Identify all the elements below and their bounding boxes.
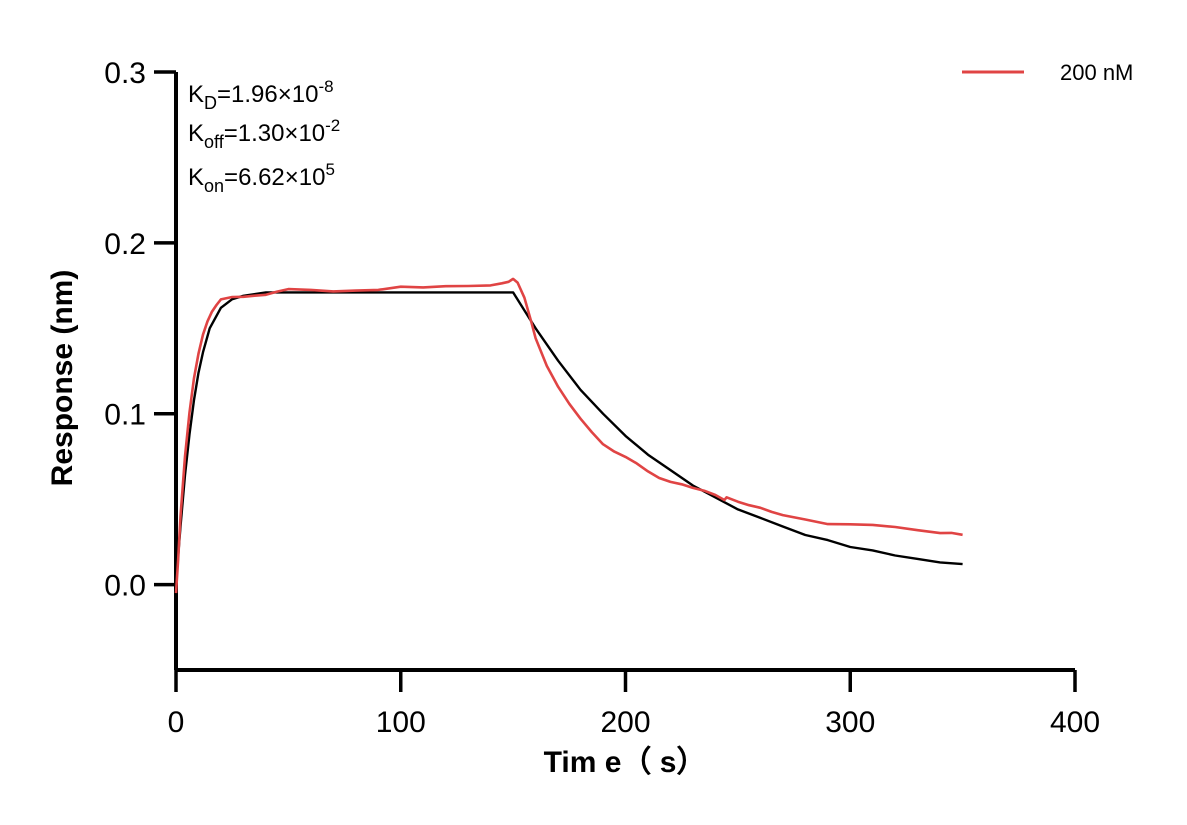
y-tick-label: 0.3: [104, 57, 146, 90]
fit-curve-line: [174, 291, 963, 585]
legend: 200 nM: [962, 60, 1133, 85]
x-tick-label: 400: [1050, 706, 1100, 739]
y-ticks: 0.0 0.1 0.2 0.3: [104, 57, 176, 603]
y-tick-label: 0.0: [104, 570, 146, 603]
y-tick-label: 0.1: [104, 399, 146, 432]
y-tick-label: 0.2: [104, 228, 146, 261]
x-ticks: 0 100 200 300 400: [168, 670, 1100, 739]
series-group: [174, 277, 963, 594]
x-tick-label: 200: [600, 706, 650, 739]
x-tick-label: 100: [376, 706, 426, 739]
x-tick-label: 0: [168, 706, 185, 739]
kinetics-annotation-off: Koff=1.30×10-2: [188, 116, 340, 152]
kinetics-annotation-on: Kon=6.62×105: [188, 160, 335, 196]
x-axis-title: Tim e（ s）: [544, 745, 707, 779]
y-axis-title: Response (nm): [46, 270, 79, 487]
legend-label-200nm: 200 nM: [1060, 60, 1133, 85]
x-tick-label: 300: [825, 706, 875, 739]
series-line-200nm: [174, 277, 963, 594]
plot-area: 0.0 0.1 0.2 0.3 0 100 200 300 400: [104, 57, 1100, 739]
kinetics-annotation-d: KD=1.96×10-8: [188, 77, 334, 113]
